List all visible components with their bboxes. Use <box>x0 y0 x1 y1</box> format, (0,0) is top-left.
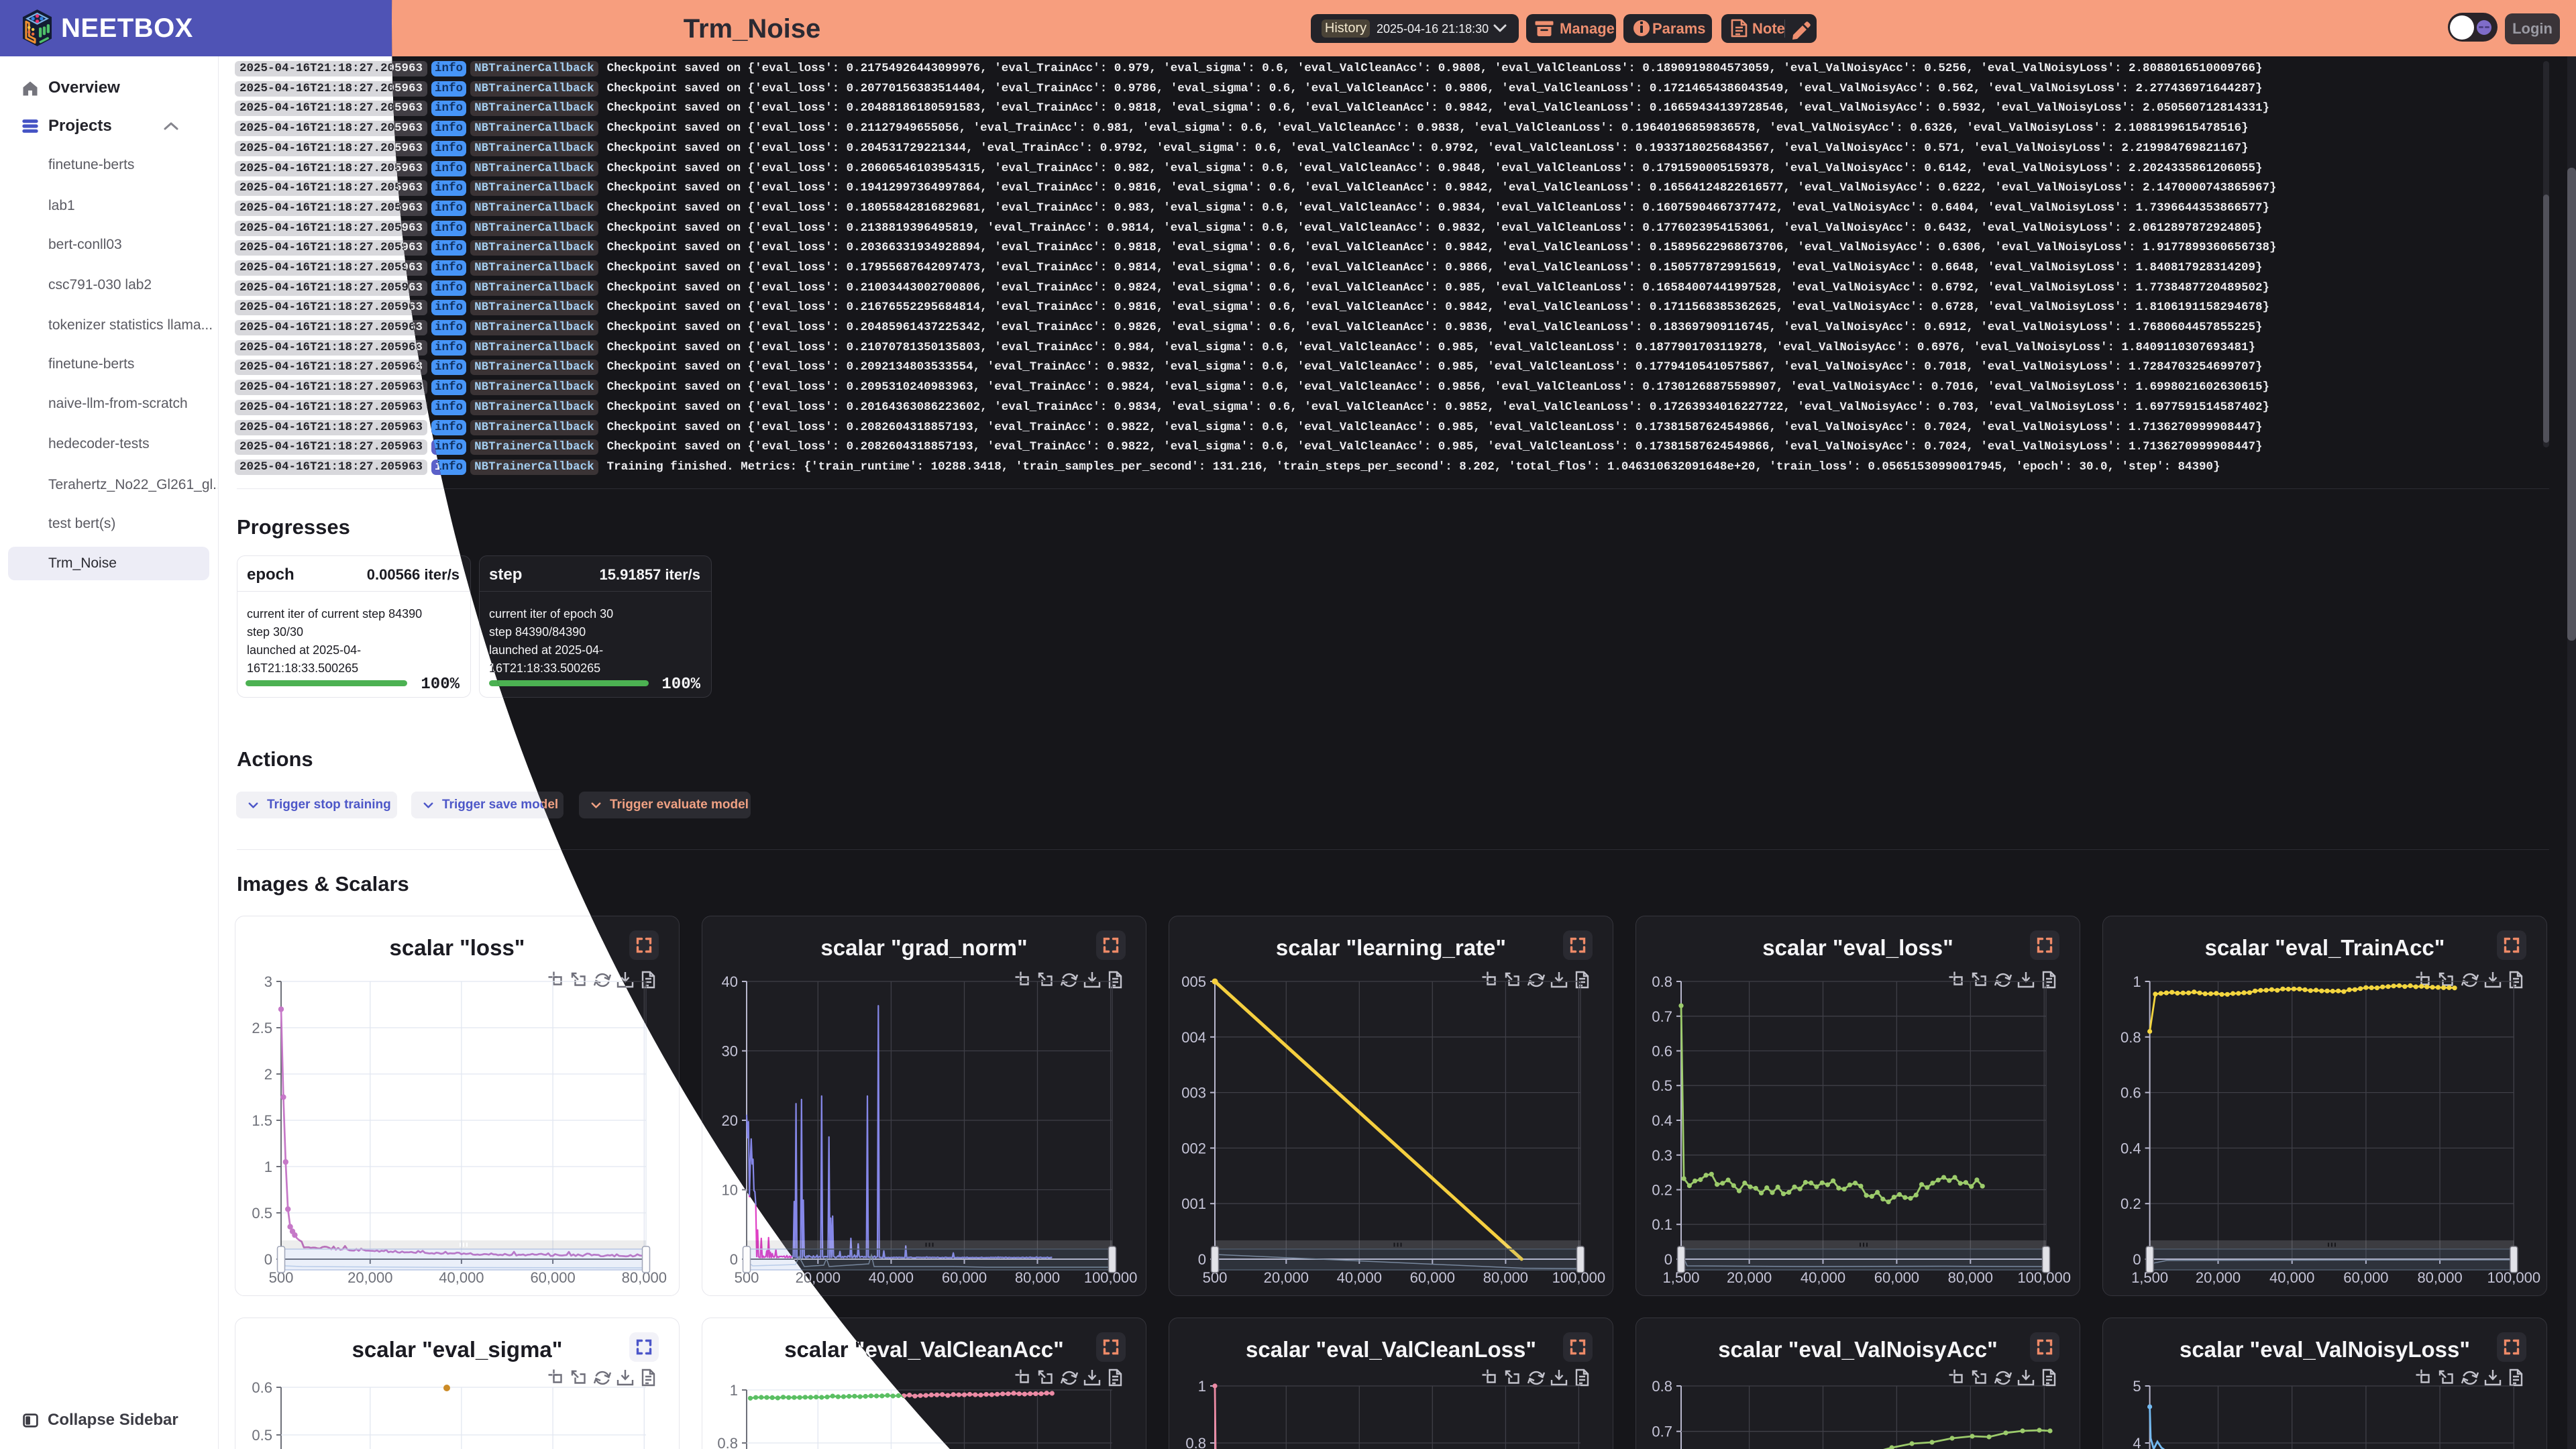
svg-text:20,000: 20,000 <box>347 1269 392 1286</box>
svg-text:0.8: 0.8 <box>1185 1435 1206 1449</box>
svg-text:30: 30 <box>722 1043 738 1060</box>
svg-text:002: 002 <box>1181 1140 1206 1157</box>
svg-text:40,000: 40,000 <box>439 1269 484 1286</box>
svg-text:40,000: 40,000 <box>1337 1269 1382 1286</box>
svg-text:10: 10 <box>722 1182 738 1199</box>
svg-text:0: 0 <box>264 1251 272 1268</box>
svg-text:0.3: 0.3 <box>1652 1147 1672 1164</box>
svg-text:0.6: 0.6 <box>2121 1085 2141 1102</box>
svg-text:60,000: 60,000 <box>2343 1269 2388 1286</box>
svg-text:1: 1 <box>730 1382 738 1399</box>
svg-text:0.6: 0.6 <box>1652 1043 1672 1060</box>
svg-text:0.2: 0.2 <box>2121 1195 2141 1212</box>
svg-text:1.5: 1.5 <box>252 1112 272 1129</box>
svg-text:0: 0 <box>1664 1251 1672 1268</box>
svg-text:004: 004 <box>1181 1029 1206 1046</box>
svg-text:0.5: 0.5 <box>252 1427 272 1444</box>
svg-text:2.5: 2.5 <box>252 1020 272 1036</box>
svg-text:0.4: 0.4 <box>2121 1140 2141 1157</box>
svg-text:80,000: 80,000 <box>1015 1269 1060 1286</box>
svg-text:20,000: 20,000 <box>1727 1269 1772 1286</box>
svg-text:0.7: 0.7 <box>1652 1424 1672 1440</box>
svg-text:0.8: 0.8 <box>1652 973 1672 990</box>
svg-text:0.4: 0.4 <box>1652 1112 1672 1129</box>
svg-text:40,000: 40,000 <box>2269 1269 2314 1286</box>
svg-text:0: 0 <box>1198 1251 1206 1268</box>
svg-text:40,000: 40,000 <box>869 1269 914 1286</box>
svg-text:20,000: 20,000 <box>2196 1269 2241 1286</box>
svg-text:0.2: 0.2 <box>1652 1182 1672 1199</box>
svg-text:3: 3 <box>264 973 272 990</box>
svg-text:0: 0 <box>730 1251 738 1268</box>
svg-text:0.6: 0.6 <box>252 1379 272 1396</box>
svg-text:20,000: 20,000 <box>1264 1269 1309 1286</box>
svg-text:0.7: 0.7 <box>1652 1008 1672 1025</box>
svg-text:0: 0 <box>2133 1251 2141 1268</box>
svg-text:80,000: 80,000 <box>1948 1269 1993 1286</box>
svg-text:1: 1 <box>1198 1378 1206 1395</box>
svg-text:0.1: 0.1 <box>1652 1216 1672 1233</box>
svg-text:60,000: 60,000 <box>942 1269 987 1286</box>
svg-text:40,000: 40,000 <box>1801 1269 1845 1286</box>
svg-text:5: 5 <box>2133 1378 2141 1395</box>
svg-text:40: 40 <box>722 973 738 990</box>
svg-text:80,000: 80,000 <box>1483 1269 1528 1286</box>
svg-text:1: 1 <box>264 1159 272 1175</box>
svg-text:0.8: 0.8 <box>2121 1029 2141 1046</box>
svg-text:80,000: 80,000 <box>2417 1269 2462 1286</box>
svg-text:1: 1 <box>2133 973 2141 990</box>
svg-text:003: 003 <box>1181 1085 1206 1102</box>
svg-text:4: 4 <box>2133 1435 2141 1449</box>
svg-text:0.5: 0.5 <box>252 1205 272 1222</box>
svg-text:001: 001 <box>1181 1195 1206 1212</box>
svg-text:60,000: 60,000 <box>1874 1269 1919 1286</box>
svg-text:0.8: 0.8 <box>717 1435 738 1449</box>
svg-text:0.8: 0.8 <box>1652 1378 1672 1395</box>
svg-text:2: 2 <box>264 1066 272 1083</box>
svg-text:60,000: 60,000 <box>1410 1269 1455 1286</box>
svg-text:0.5: 0.5 <box>1652 1077 1672 1094</box>
svg-text:20: 20 <box>722 1112 738 1129</box>
svg-text:60,000: 60,000 <box>530 1269 575 1286</box>
svg-text:005: 005 <box>1181 973 1206 990</box>
